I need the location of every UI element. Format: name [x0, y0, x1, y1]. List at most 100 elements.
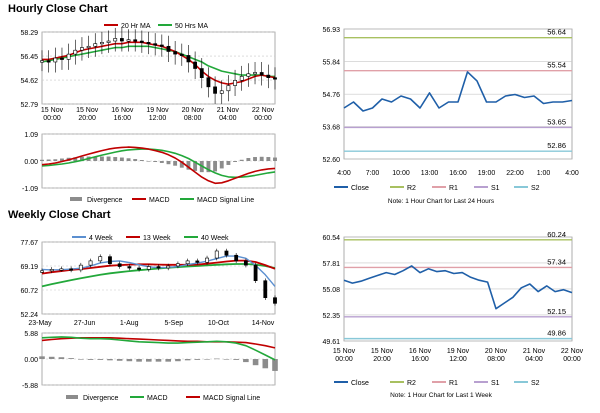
hourly-divergence-bar: [213, 161, 218, 172]
weekly-price-candle: [127, 266, 132, 269]
hourly-macd-y-tick-label: 0.00: [24, 159, 38, 166]
weekly-x-tick-label: 5-Sep: [164, 320, 183, 327]
weekly-price-candle: [117, 263, 122, 267]
hourly-divergence-bar: [239, 159, 244, 161]
hourly-divergence-bar: [226, 161, 231, 165]
hourly-x-tick-label: 00:00: [43, 115, 61, 122]
weekly-1w-y-tick-label: 57.81: [322, 261, 340, 268]
hourly-macd-y-tick-label: -1.09: [22, 186, 38, 193]
weekly-divergence-bar: [48, 356, 55, 359]
hourly-price-candle: [53, 57, 58, 63]
hourly-legend-ma20-label: 20 Hr MA: [121, 23, 151, 30]
hourly-price-candle: [273, 77, 277, 80]
weekly-price-candle: [195, 260, 200, 263]
weekly-price-candle: [108, 256, 112, 265]
hourly-24h-x-tick-label: 10:00: [392, 170, 410, 177]
hourly-price-candle: [93, 43, 98, 47]
hourly-price-candle: [60, 57, 64, 60]
weekly-price-candle: [59, 268, 64, 271]
hourly-divergence-bar: [139, 160, 144, 161]
hourly-price-candle: [86, 45, 91, 49]
weekly-1w-x-tick-label: 16 Nov: [409, 348, 432, 355]
hourly-legend-macd-label: MACD: [149, 197, 170, 204]
hourly-price-candle: [80, 47, 84, 51]
hourly-divergence-bar: [259, 156, 264, 161]
weekly-divergence-bar: [175, 359, 181, 362]
weekly-1w-x-tick-label: 04:00: [525, 356, 543, 363]
hourly-price-candle: [40, 60, 44, 63]
hourly-x-tick-label: 15 Nov: [76, 107, 99, 114]
weekly-divergence-bar: [272, 359, 278, 371]
hourly-x-tick-label: 15 Nov: [41, 107, 64, 114]
weekly-divergence-bar: [165, 359, 172, 362]
hourly-price-candle: [119, 38, 124, 42]
hourly-price-candle: [226, 85, 231, 92]
hourly-x-tick-label: 16 Nov: [111, 107, 134, 114]
weekly-divergence-bar: [39, 356, 45, 359]
weekly-macd-y-tick-label: 5.88: [24, 331, 38, 338]
hourly-24h-y-tick-label: 55.84: [322, 60, 340, 67]
weekly-price-candle: [273, 297, 277, 304]
weekly-price-candle: [88, 260, 93, 266]
hourly-price-candle: [213, 86, 217, 94]
hourly-x-tick-label: 21 Nov: [217, 107, 240, 114]
hourly-24h-x-tick-label: 4:00: [565, 170, 579, 177]
weekly-price-candle: [137, 267, 141, 270]
weekly-legend-divergence-label: Divergence: [83, 395, 119, 402]
weekly-divergence-bar: [252, 359, 259, 366]
hourly-24h-note: Note: 1 Hour Chart for Last 24 Hours: [388, 198, 495, 205]
weekly-macd-y-tick-label: 0.00: [24, 357, 38, 364]
hourly-price-candle: [66, 53, 71, 60]
hourly-24h-close-line: [343, 71, 573, 112]
hourly-24h-x-tick-label: 7:00: [366, 170, 380, 177]
hourly-24h-legend-close-label: Close: [351, 185, 369, 192]
hourly-divergence-bar: [246, 158, 251, 161]
weekly-1w-x-tick-label: 08:00: [487, 356, 505, 363]
hourly-divergence-bar: [153, 161, 158, 162]
weekly-1w-legend-s1-label: S1: [491, 380, 500, 387]
hourly-divergence-bar: [53, 159, 58, 161]
hourly-divergence-bar: [233, 161, 237, 162]
weekly-x-tick-label: 10-Oct: [208, 320, 229, 327]
hourly-divergence-bar: [119, 157, 124, 161]
weekly-price-candle: [146, 266, 151, 270]
weekly-1w-x-tick-label: 15 Nov: [333, 348, 356, 355]
hourly-price-candle: [113, 38, 118, 42]
hourly-price-candle: [46, 60, 51, 63]
weekly-1w-legend-s2-label: S2: [531, 380, 540, 387]
hourly-divergence-bar: [40, 159, 44, 161]
hourly-24h-x-tick-label: 4:00: [337, 170, 351, 177]
weekly-price-candle: [205, 257, 209, 263]
hourly-price-y-tick-label: 58.29: [20, 30, 38, 37]
hourly-x-tick-label: 20:00: [78, 115, 96, 122]
weekly-price-y-tick-label: 77.67: [20, 240, 38, 247]
weekly-1w-x-tick-label: 12:00: [449, 356, 467, 363]
weekly-price-candle: [214, 250, 219, 259]
weekly-1w-x-tick-label: 16:00: [411, 356, 429, 363]
hourly-divergence-bar: [173, 161, 178, 166]
hourly-24h-x-tick-label: 16:00: [449, 170, 467, 177]
hourly-divergence-bar: [113, 157, 118, 161]
hourly-divergence-bar: [159, 161, 164, 163]
hourly-divergence-bar: [80, 156, 84, 161]
hourly-24h-level-value: 53.65: [547, 117, 566, 126]
weekly-divergence-bar: [243, 359, 249, 363]
hourly-divergence-bar: [99, 156, 104, 161]
hourly-divergence-bar: [193, 161, 198, 171]
weekly-price-candle: [40, 270, 44, 273]
weekly-price-candle: [253, 264, 258, 282]
hourly-24h-y-tick-label: 56.93: [322, 27, 340, 34]
weekly-divergence-bar: [213, 358, 220, 360]
hourly-divergence-bar: [133, 159, 138, 161]
weekly-price-candle: [224, 250, 229, 256]
hourly-divergence-bar: [219, 161, 224, 169]
weekly-price-candle: [166, 265, 171, 269]
hourly-macd-line: [41, 146, 276, 185]
weekly-divergence-bar: [145, 359, 152, 362]
weekly-divergence-bar: [223, 359, 230, 360]
hourly-divergence-bar: [146, 161, 151, 162]
hourly-divergence-bar: [60, 158, 64, 161]
hourly-divergence-bar: [273, 157, 277, 161]
weekly-1w-close-line: [343, 265, 573, 310]
